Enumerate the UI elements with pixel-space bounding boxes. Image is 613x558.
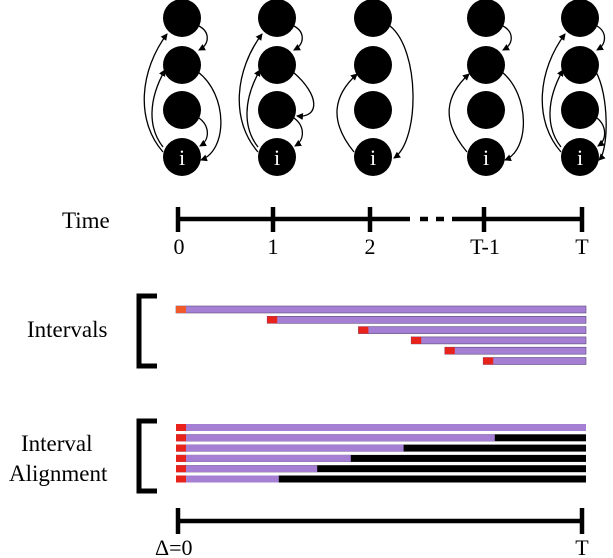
skip-arrow: [292, 71, 315, 121]
hidden-node: [561, 0, 599, 37]
hidden-node: [467, 46, 505, 84]
aligned-start-marker: [176, 434, 186, 442]
hidden-node: [163, 46, 201, 84]
aligned-interval-bar: [176, 444, 404, 452]
interval-start-marker: [444, 347, 455, 355]
delta-end-label: T: [575, 535, 589, 558]
hidden-node: [467, 0, 505, 37]
time-axis: [175, 207, 585, 232]
hidden-node: [258, 91, 296, 129]
network-column-t: i: [541, 0, 607, 176]
skip-arrow: [596, 25, 606, 51]
hidden-node: [258, 46, 296, 84]
network-column-0: i: [143, 0, 222, 176]
hidden-node: [354, 91, 392, 129]
time-tick-label: T-1: [470, 234, 500, 259]
input-node: [258, 138, 296, 176]
interval-bar: [444, 346, 587, 355]
aligned-interval-bar: [176, 424, 586, 431]
skip-arrow: [596, 117, 606, 147]
network-column-2: i: [336, 0, 414, 176]
hidden-node: [163, 0, 201, 37]
aligned-interval-bar: [176, 434, 495, 442]
skip-arrow: [448, 73, 470, 153]
input-node-label: i: [274, 145, 280, 170]
skip-arrow: [143, 33, 168, 153]
time-tick-label: T: [575, 234, 589, 259]
skip-arrow: [336, 73, 358, 153]
hidden-node: [258, 0, 296, 37]
skip-arrow: [595, 71, 607, 161]
interval-bar: [358, 326, 587, 334]
alignment-bracket: [136, 418, 157, 494]
aligned-start-marker: [176, 454, 186, 462]
network-column-t-minus-1: i: [448, 0, 524, 176]
input-node: [163, 138, 201, 176]
skip-arrow: [501, 71, 524, 162]
interval-bar: [410, 336, 587, 345]
aligned-interval-bar: [176, 475, 279, 483]
intervals-label: Intervals: [27, 317, 108, 342]
skip-arrow: [197, 71, 222, 162]
aligned-padding: [176, 475, 586, 483]
skip-arrow: [293, 117, 304, 147]
interval-start-marker: [176, 306, 186, 313]
hidden-node: [354, 46, 392, 84]
interval-alignment-label-line1: Interval: [21, 431, 93, 456]
skip-arrow: [198, 25, 208, 51]
time-tick-label: 2: [365, 234, 376, 259]
hidden-node: [354, 0, 392, 37]
hidden-node: [561, 46, 599, 84]
aligned-start-marker: [176, 444, 186, 452]
input-node: [354, 138, 392, 176]
skip-arrow: [549, 69, 564, 148]
interval-start-marker: [267, 316, 278, 324]
time-label: Time: [62, 208, 110, 233]
skip-arrow: [246, 69, 261, 148]
aligned-start-marker: [176, 465, 186, 473]
time-tick-label: 0: [174, 234, 185, 259]
aligned-start-marker: [176, 424, 186, 431]
interval-start-marker: [358, 326, 369, 334]
interval-start-marker: [411, 336, 422, 344]
interval-bar: [266, 315, 587, 324]
input-node-label: i: [370, 145, 376, 170]
interval-bar: [482, 357, 587, 365]
aligned-interval-bar: [176, 465, 318, 473]
time-tick-labels: 0 1 2 T-1 T: [174, 234, 590, 259]
hidden-node: [561, 91, 599, 129]
aligned-interval-bar: [176, 454, 351, 462]
skip-arrow: [198, 117, 209, 147]
interval-bar: [175, 305, 587, 314]
skip-arrow: [389, 25, 414, 159]
interval-start-marker: [483, 357, 494, 365]
time-tick-label: 1: [268, 234, 279, 259]
skip-arrow: [502, 25, 512, 51]
delta-axis: [175, 508, 585, 534]
intervals-bracket: [136, 293, 157, 369]
input-node-label: i: [179, 145, 185, 170]
aligned-padding: [176, 454, 586, 462]
hidden-node: [163, 91, 201, 129]
input-node-label: i: [577, 145, 583, 170]
hidden-node: [467, 91, 505, 129]
interval-alignment-label-line2: Alignment: [9, 461, 108, 486]
delta-start-label: Δ=0: [155, 535, 193, 558]
skip-arrow: [238, 33, 263, 153]
skip-arrow: [541, 33, 566, 153]
skip-arrow: [293, 25, 303, 51]
input-node-label: i: [483, 145, 489, 170]
aligned-bars: [176, 424, 586, 483]
input-node: [467, 138, 505, 176]
input-node: [561, 138, 599, 176]
aligned-start-marker: [176, 475, 186, 483]
skip-arrow: [151, 69, 166, 148]
network-column-1: i: [238, 0, 315, 176]
aligned-padding: [176, 465, 586, 473]
intervals-bars: [175, 305, 587, 365]
